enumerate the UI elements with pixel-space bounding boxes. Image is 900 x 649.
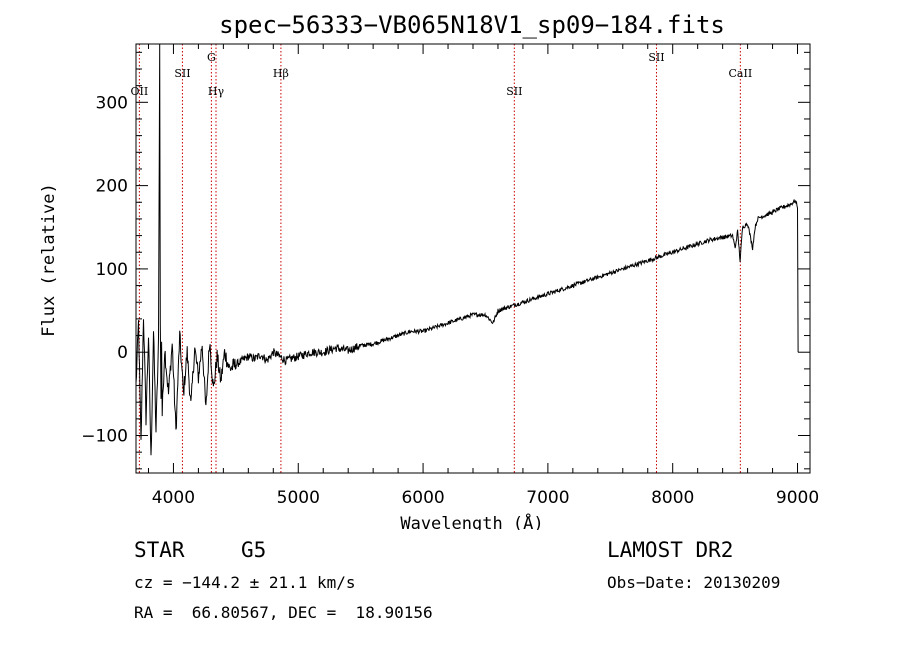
- line-marker-label: OII: [131, 85, 149, 98]
- sky-coordinates: RA = 66.80567, DEC = 18.90156: [134, 603, 433, 622]
- line-marker-label: SII: [648, 51, 664, 64]
- line-marker-label: Hγ: [208, 85, 225, 98]
- spectrum-line: [135, 43, 799, 456]
- x-tick-label: 9000: [776, 488, 819, 508]
- line-marker-label: Hβ: [273, 67, 289, 80]
- observation-date: Obs−Date: 20130209: [607, 573, 781, 592]
- emission-line-markers: OII SII G Hγ Hβ SII SII CaII: [131, 44, 753, 473]
- spectrum-figure: spec−56333−VB065N18V1_sp09−184.fits OII S…: [39, 11, 819, 530]
- chart-title: spec−56333−VB065N18V1_sp09−184.fits: [219, 11, 725, 39]
- plot-frame: [135, 43, 811, 474]
- y-tick-label: 0: [117, 343, 128, 363]
- object-subclass: G5: [241, 538, 267, 562]
- y-axis-label: Flux (relative): [39, 183, 59, 337]
- y-tick-label: 200: [96, 177, 128, 197]
- x-tick-label: 5000: [277, 488, 320, 508]
- line-marker-label: SII: [174, 67, 190, 80]
- line-marker-label: G: [207, 51, 216, 64]
- y-tick-label: 300: [96, 93, 128, 113]
- x-tick-label: 4000: [152, 488, 195, 508]
- line-marker-label: CaII: [729, 67, 753, 80]
- y-tick-label: 100: [96, 260, 128, 280]
- line-marker-label: SII: [506, 85, 522, 98]
- redshift-readout: cz = −144.2 ± 21.1 km/s: [134, 573, 356, 592]
- x-tick-label: 6000: [401, 488, 444, 508]
- x-tick-label: 8000: [651, 488, 694, 508]
- x-tick-label: 7000: [526, 488, 569, 508]
- survey-name: LAMOST DR2: [607, 538, 734, 562]
- spectrum-series: [135, 43, 799, 456]
- object-class: STAR: [134, 538, 185, 562]
- x-axis-label: Wavelength (Å): [400, 512, 543, 530]
- y-tick-label: −100: [81, 427, 128, 447]
- y-axis: −100 0 100 200 300: [81, 51, 810, 470]
- x-axis: 4000 5000 6000 7000 8000 9000: [147, 44, 819, 508]
